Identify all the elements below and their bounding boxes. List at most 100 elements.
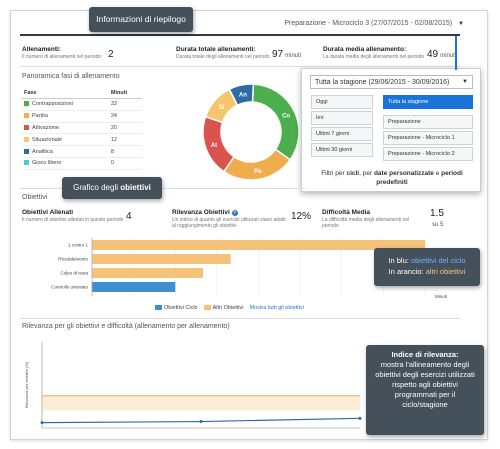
stat-subtitle: La difficoltà media degli allenamenti ne… [322, 217, 410, 229]
filter-option-preparation[interactable]: Preparazione [383, 115, 473, 129]
season-select[interactable]: Tutta la stagione (29/06/2015 - 30/09/20… [310, 75, 473, 89]
donut-slice-analitica[interactable] [228, 83, 255, 107]
y-axis-label: Rilevanza per obiettivi (%) [24, 361, 29, 408]
callout-summary: Informazioni di riepilogo [89, 7, 193, 32]
table-row: Analitica 8 [22, 145, 142, 158]
show-all-objectives-link[interactable]: Mostra tutti gli obiettivi [249, 305, 304, 311]
table-header-row: Fase Minuti [22, 88, 142, 99]
stat-value: 12% [291, 211, 312, 222]
relevance-title: Rilevanza per gli obiettivi e difficoltà… [22, 323, 230, 330]
table-row: Gioco libero 0 [22, 157, 142, 170]
phase-color-swatch [24, 148, 29, 154]
phase-color-swatch [24, 136, 29, 142]
table-row: Partita 24 [22, 110, 142, 123]
filter-option-microcycle-2[interactable]: Preparazione - Microciclo 2 [383, 147, 473, 161]
divider [20, 318, 460, 319]
objectives-title: Obiettivi [22, 194, 48, 201]
phase-name-cell: Analitica [22, 145, 109, 158]
phase-name-cell: Gioco libero [22, 157, 109, 170]
stat-subtitle: Il numero di obiettivi allenati in quest… [22, 217, 124, 223]
stat-subtitle: Durata totale degli allenamenti nel peri… [176, 54, 270, 60]
phase-name-cell: Attivazione [22, 122, 109, 135]
stat-value: 97 minuti [272, 49, 302, 60]
phase-name: Attivazione [32, 124, 59, 131]
divider [20, 188, 305, 189]
legend-item-cycle[interactable]: Obiettivi Ciclo [155, 305, 198, 311]
phase-minutes: 20 [108, 122, 142, 135]
stat-trainings: Allenamenti: Il numero di allenamenti ne… [22, 46, 101, 60]
donut-slice-partita[interactable] [222, 148, 292, 181]
donut-slice-label: At [211, 143, 217, 149]
legend-item-other[interactable]: Altri Obiettivi [203, 305, 244, 311]
phase-color-swatch [24, 101, 29, 107]
filter-option-last30[interactable]: Ultimi 30 giorni [311, 143, 373, 157]
header-divider [20, 34, 460, 36]
bar-altri-obiettivi[interactable] [92, 268, 203, 278]
phase-minutes: 0 [108, 157, 142, 170]
filter-option-season[interactable]: Tutta la stagione [383, 95, 473, 109]
series-point[interactable] [40, 421, 44, 425]
series-point[interactable] [199, 420, 203, 424]
donut-slice-attivazione[interactable] [202, 115, 236, 173]
filter-option-yesterday[interactable]: Ieri [311, 111, 373, 125]
season-select-value: Tutta la stagione (29/06/2015 - 30/09/20… [315, 79, 450, 86]
phase-minutes: 33 [108, 98, 142, 111]
stat-subtitle: La durata media degli allenamenti nel pe… [323, 54, 425, 60]
donut-slice-label: Pa [254, 169, 262, 175]
series-point[interactable] [358, 416, 362, 420]
stat-title: Difficoltà Media [322, 209, 371, 216]
table-row: Situazionale 12 [22, 133, 142, 147]
filter-panel: Tutta la stagione (29/06/2015 - 30/09/20… [301, 68, 481, 192]
table-row: Contrapposizioni 33 [22, 98, 142, 111]
bar-altri-obiettivi[interactable] [92, 240, 425, 250]
bar-category-label: Controllo orientato [51, 285, 88, 290]
callout-goals: Grafico degli obiettivi [62, 177, 162, 199]
period-selector[interactable]: Preparazione - Microciclo 3 (27/07/2015 … [284, 20, 464, 27]
bar-category-label: Riscaldamento [58, 257, 88, 262]
phases-title: Panoramica fasi di allenamento [22, 73, 120, 80]
info-icon[interactable]: ? [231, 210, 238, 216]
column-header-phase: Fase [22, 88, 109, 99]
phases-donut-chart: Co Pa At Si An [202, 83, 300, 181]
filter-panel-caption: Filtri per cicli, per date personalizzat… [321, 170, 463, 186]
bar-chart-legend: Obiettivi Ciclo Altri Obiettivi Mostra t… [155, 305, 304, 311]
donut-slice-contrapposizioni[interactable] [251, 83, 300, 161]
phase-name: Contrapposizioni [32, 101, 73, 108]
donut-slice-label: Si [219, 105, 225, 111]
obj-stat-trained: Obiettivi Allenati Il numero di obiettiv… [22, 209, 132, 223]
period-selector-value: Preparazione - Microciclo 3 (27/07/2015 … [284, 20, 453, 27]
stat-value: 4 [126, 211, 132, 222]
phase-name: Gioco libero [32, 160, 62, 167]
divider [20, 66, 460, 67]
stat-value: 49 minuti [427, 49, 457, 60]
legend-swatch [203, 305, 211, 311]
filter-option-today[interactable]: Oggi [311, 95, 373, 109]
stat-title: Allenamenti: [22, 46, 62, 53]
objectives-bar-chart: 1 contro 1 Riscaldamento Colpo di testa Con… [51, 238, 447, 299]
bar-obiettivi-ciclo[interactable] [92, 282, 176, 292]
obj-stat-relevance: Rilevanza Obiettivi ? Un indice di quant… [172, 209, 287, 229]
stat-average-duration: Durata media allenamento: La durata medi… [323, 46, 424, 60]
donut-slice-label: Co [282, 113, 290, 119]
phase-color-swatch [24, 113, 29, 119]
callout-summary-text: Informazioni di riepilogo [96, 14, 186, 24]
stat-title: Durata media allenamento: [323, 46, 407, 53]
chevron-down-icon: ▼ [462, 79, 468, 85]
stat-title: Rilevanza Obiettivi [172, 209, 230, 216]
column-header-minutes: Minuti [108, 88, 142, 99]
bar-category-label: 1 contro 1 [68, 243, 89, 248]
stat-subtitle: Il numero di allenamenti nel periodo [22, 54, 102, 60]
chevron-down-icon: ▼ [458, 21, 464, 27]
filter-option-last7[interactable]: Ultimi 7 giorni [311, 127, 373, 141]
legend-swatch [155, 305, 162, 311]
bar-altri-obiettivi[interactable] [92, 254, 231, 264]
stat-subtitle: Un indice di quanto gli esercizi utilizz… [172, 217, 286, 229]
stat-title: Durata totale allenamenti: [176, 46, 256, 53]
bar-category-label: Colpo di testa [60, 271, 88, 276]
phase-name: Partita [32, 113, 48, 120]
phase-color-swatch [24, 160, 29, 166]
filter-option-microcycle-1[interactable]: Preparazione - Microciclo 1 [383, 131, 473, 145]
panel-connector [455, 36, 457, 70]
phases-table: Fase Minuti Contrapposizioni 33 Partita 24 A… [22, 88, 142, 170]
stat-value: 2 [108, 49, 114, 60]
